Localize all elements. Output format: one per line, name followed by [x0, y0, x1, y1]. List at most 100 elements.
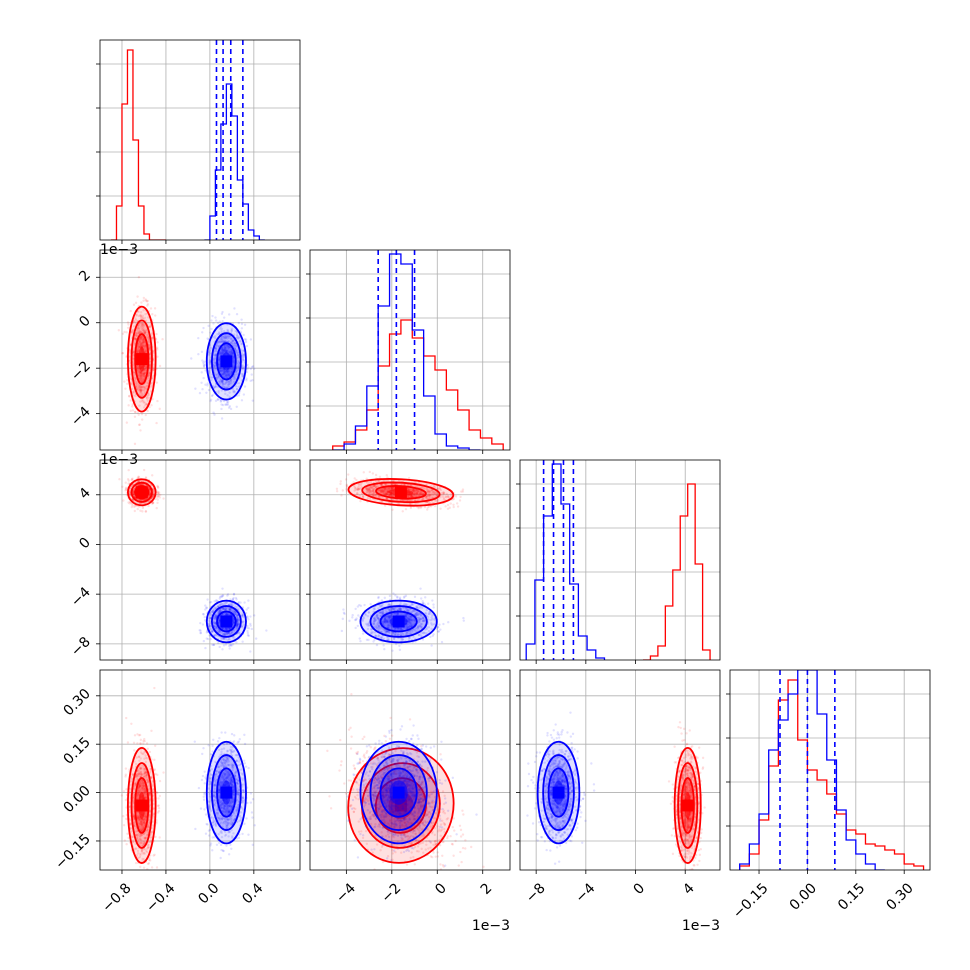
sample-point	[138, 329, 141, 333]
sample-point	[237, 618, 241, 622]
sample-point	[225, 349, 228, 352]
sample-point	[419, 605, 422, 608]
sample-point	[380, 483, 383, 486]
sample-point	[241, 368, 245, 371]
sample-point	[386, 490, 389, 493]
sample-point	[136, 387, 140, 390]
sample-point	[204, 383, 207, 386]
sample-point	[137, 388, 141, 392]
sample-point	[398, 627, 401, 631]
sample-point	[239, 340, 242, 343]
sample-point	[224, 638, 228, 641]
sample-point	[389, 493, 392, 496]
sample-point	[217, 339, 220, 343]
sample-point	[426, 494, 429, 498]
sample-point	[143, 387, 146, 390]
sample-point	[241, 357, 244, 360]
sample-point	[406, 623, 409, 626]
sample-point	[205, 391, 208, 394]
sample-point	[221, 352, 225, 355]
sample-point	[419, 493, 423, 496]
sample-point	[439, 488, 443, 492]
sample-point	[408, 624, 411, 628]
sample-point	[245, 377, 248, 380]
sample-point	[385, 610, 388, 614]
sample-point	[460, 490, 463, 493]
sample-point	[378, 635, 381, 638]
sample-point	[224, 607, 228, 610]
sample-point	[150, 385, 153, 388]
sample-point	[232, 620, 235, 623]
sample-point	[224, 348, 227, 352]
sample-point	[232, 380, 236, 384]
sample-point	[250, 627, 254, 631]
sample-point	[237, 607, 240, 610]
sample-point	[222, 335, 225, 339]
sample-point	[228, 335, 232, 338]
sample-point	[147, 393, 151, 396]
sample-point	[236, 626, 240, 629]
sample-point	[130, 387, 134, 391]
sample-point	[139, 336, 142, 339]
sample-point	[431, 489, 434, 492]
sample-point	[139, 509, 142, 512]
sample-point	[230, 632, 233, 635]
sample-point	[142, 372, 145, 376]
sample-point	[447, 621, 450, 624]
sample-point	[410, 622, 413, 626]
sample-point	[426, 506, 430, 509]
sample-point	[129, 309, 132, 313]
sample-point	[146, 304, 149, 307]
sample-point	[335, 490, 339, 493]
sample-point	[384, 618, 387, 621]
sample-point	[139, 388, 142, 391]
sample-point	[209, 637, 212, 641]
sample-point	[152, 501, 155, 505]
sample-point	[416, 493, 419, 496]
sample-point	[409, 494, 412, 497]
sample-point	[140, 398, 144, 401]
sample-point	[204, 604, 207, 607]
sample-point	[406, 617, 409, 620]
sample-point	[417, 634, 421, 637]
sample-point	[205, 631, 209, 634]
sample-point	[388, 609, 391, 612]
sample-point	[144, 476, 148, 479]
sample-point	[366, 622, 370, 626]
sample-point	[358, 482, 361, 486]
sample-point	[351, 613, 354, 617]
sample-point	[351, 616, 354, 619]
sample-point	[379, 490, 383, 494]
sample-point	[394, 482, 397, 486]
sample-point	[236, 621, 239, 624]
sample-point	[214, 607, 218, 610]
sample-point	[234, 329, 237, 333]
y-tick-label: −4	[68, 584, 94, 610]
sample-point	[190, 357, 193, 360]
sample-point	[156, 341, 159, 344]
panel-1-0: −4−202	[68, 249, 301, 454]
sample-point	[226, 349, 229, 353]
sample-point	[214, 367, 217, 371]
sample-point	[144, 319, 148, 322]
sample-point	[146, 339, 150, 342]
sample-point	[212, 364, 215, 367]
sample-point	[411, 624, 414, 627]
sample-point	[214, 385, 217, 388]
sample-point	[374, 485, 377, 488]
sample-point	[148, 347, 151, 351]
sample-point	[225, 386, 228, 389]
sample-point	[230, 603, 233, 606]
panel-frame	[99, 39, 301, 241]
sample-point	[372, 608, 376, 611]
sample-point	[221, 373, 225, 377]
sample-point	[385, 492, 388, 496]
sample-point	[233, 610, 236, 613]
sample-point	[220, 417, 224, 420]
sample-point	[139, 371, 142, 374]
sample-point	[386, 489, 389, 492]
sample-point	[377, 479, 380, 483]
sample-point	[223, 370, 226, 374]
sample-point	[235, 624, 239, 628]
sample-point	[345, 489, 349, 493]
